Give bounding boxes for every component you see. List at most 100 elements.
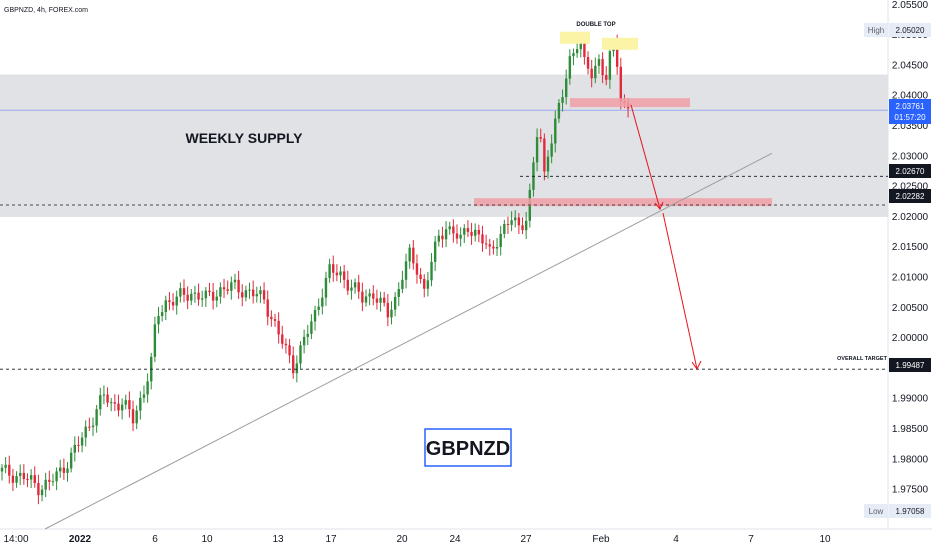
bull-candle: [204, 290, 208, 299]
bull-candle: [572, 53, 575, 57]
bull-candle: [503, 224, 506, 234]
bull-candle: [69, 452, 73, 469]
time-tick-label: 2022: [69, 534, 92, 545]
bull-candle: [66, 468, 69, 473]
bear-candle: [481, 234, 484, 244]
bull-candle: [110, 402, 113, 404]
time-tick-label: 7: [748, 534, 754, 545]
bear-candle: [383, 297, 386, 303]
bear-candle: [346, 279, 349, 291]
bear-candle: [601, 59, 604, 76]
double-top-label: DOUBLE TOP: [576, 22, 615, 28]
bull-candle: [73, 444, 76, 453]
price-tick-label: 1.97500: [892, 485, 929, 496]
bull-candle: [310, 321, 313, 334]
price-tick-label: 2.04000: [892, 91, 929, 102]
price-tick-label: 2.03500: [892, 121, 929, 132]
bull-candle: [444, 229, 448, 240]
bear-candle: [88, 426, 91, 428]
bull-candle: [368, 293, 371, 297]
bull-candle: [350, 287, 353, 291]
price-tick-label: 2.05500: [892, 0, 929, 11]
bull-candle: [302, 336, 306, 346]
low-label: Low: [869, 507, 884, 516]
price-tick-label: 2.00500: [892, 303, 929, 314]
bull-candle: [495, 246, 499, 249]
bear-candle: [619, 66, 622, 102]
double-top-marker-left: [560, 31, 590, 44]
bull-candle: [339, 271, 342, 276]
bull-candle: [299, 345, 302, 364]
bull-candle: [459, 234, 462, 239]
bear-candle: [262, 290, 266, 300]
resistance-box: [570, 98, 690, 108]
bull-candle: [215, 296, 218, 301]
bull-candle: [565, 78, 568, 98]
bull-candle: [59, 467, 62, 472]
projection-arrowhead-2: [691, 360, 702, 370]
bull-candle: [463, 228, 466, 235]
bull-candle: [175, 296, 178, 306]
weekly-supply-zone: [0, 74, 888, 217]
bull-candle: [379, 297, 382, 303]
bull-candle: [535, 137, 539, 163]
bull-candle: [448, 226, 451, 230]
bear-candle: [492, 246, 495, 249]
bear-candle: [208, 290, 211, 293]
bear-candle: [342, 271, 346, 280]
bear-candle: [386, 302, 390, 318]
bull-candle: [248, 289, 251, 291]
bull-candle: [99, 395, 102, 410]
bull-candle: [328, 264, 331, 278]
price-tick-label: 1.99000: [892, 394, 929, 405]
bear-candle: [332, 264, 335, 273]
price-tick-label: 2.01000: [892, 273, 929, 284]
level-b-tag: [889, 189, 931, 203]
price-tick-label: 1.98000: [892, 454, 929, 465]
bear-candle: [128, 400, 131, 410]
price-tick-label: 2.01500: [892, 242, 929, 253]
time-tick-label: 10: [201, 534, 213, 545]
bear-candle: [477, 229, 481, 235]
bull-candle: [561, 97, 564, 103]
bear-candle: [171, 302, 175, 306]
bear-candle: [361, 291, 364, 303]
price-axis-pane[interactable]: [888, 0, 932, 550]
bear-candle: [33, 475, 36, 484]
time-tick-label: 20: [396, 534, 408, 545]
time-tick-label: 6: [152, 534, 158, 545]
bear-candle: [372, 293, 375, 299]
bull-candle: [499, 233, 502, 247]
bear-candle: [375, 298, 379, 303]
bull-candle: [124, 400, 127, 405]
symbol-header[interactable]: GBPNZD, 4h, FOREX.com: [4, 7, 88, 14]
bear-candle: [357, 282, 360, 292]
bull-candle: [597, 59, 601, 66]
bull-candle: [390, 309, 393, 318]
bear-candle: [455, 233, 459, 239]
high-value-tag: [889, 23, 931, 37]
bull-candle: [474, 229, 477, 236]
price-tick-label: 2.03000: [892, 151, 929, 162]
bull-candle: [139, 397, 142, 411]
bull-candle: [4, 464, 7, 468]
bear-candle: [466, 228, 470, 232]
bull-candle: [244, 290, 248, 298]
bull-candle: [193, 292, 197, 294]
bull-candle: [546, 156, 550, 172]
bull-candle: [142, 394, 146, 398]
bull-candle: [313, 309, 317, 322]
bull-candle: [44, 479, 47, 490]
time-tick-label: 27: [520, 534, 532, 545]
bull-candle: [568, 56, 572, 79]
bear-candle: [470, 231, 473, 236]
bar-countdown: 01:57:20: [894, 113, 926, 122]
bull-candle: [437, 235, 440, 242]
time-tick-label: 14:00: [3, 534, 28, 545]
high-label: High: [868, 26, 884, 35]
bear-candle: [237, 279, 240, 293]
bear-candle: [539, 137, 542, 139]
bear-candle: [131, 409, 135, 424]
time-tick-label: Feb: [592, 534, 610, 545]
